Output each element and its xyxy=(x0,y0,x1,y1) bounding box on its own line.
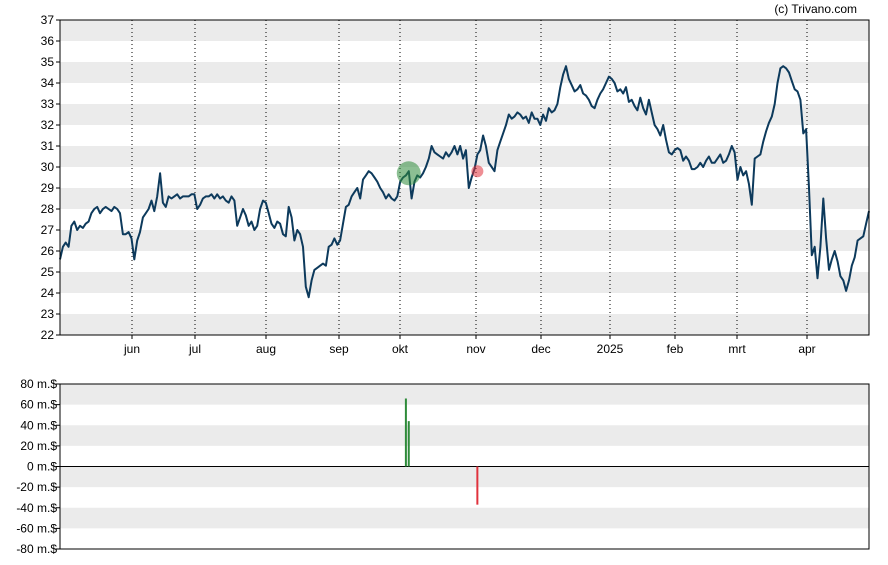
x-tick-label: sep xyxy=(329,342,349,356)
price-band xyxy=(60,314,869,335)
y-tick-label: 28 xyxy=(41,202,55,216)
copyright-text: (c) Trivano.com xyxy=(774,2,857,16)
y-tick-label: 33 xyxy=(41,97,55,111)
x-tick-label: aug xyxy=(256,342,276,356)
y-tick-label: 30 xyxy=(41,160,55,174)
y-tick-label: 23 xyxy=(41,307,55,321)
x-tick-label: mrt xyxy=(728,342,746,356)
price-band xyxy=(60,20,869,41)
x-tick-label: jun xyxy=(123,342,140,356)
x-tick-label: feb xyxy=(667,342,684,356)
price-band xyxy=(60,104,869,125)
y-tick-label: -80 m.$ xyxy=(16,542,57,556)
y-tick-label: 0 m.$ xyxy=(27,460,57,474)
sell-marker xyxy=(471,165,484,178)
y-tick-label: 22 xyxy=(41,328,55,342)
y-tick-label: 20 m.$ xyxy=(20,439,57,453)
y-tick-label: 35 xyxy=(41,55,55,69)
x-tick-label: nov xyxy=(466,342,485,356)
volume-panel-frame xyxy=(59,383,870,550)
price-x-axis: jun jul aug sep okt nov dec 2025 feb mrt apr xyxy=(123,335,816,356)
x-tick-label: apr xyxy=(798,342,815,356)
y-tick-label: 32 xyxy=(41,118,55,132)
y-tick-label: 27 xyxy=(41,223,55,237)
x-tick-label: dec xyxy=(531,342,550,356)
y-tick-label: -60 m.$ xyxy=(16,521,57,535)
price-band xyxy=(60,62,869,83)
y-tick-label: 26 xyxy=(41,244,55,258)
price-background-bands xyxy=(60,20,869,335)
y-tick-label: 29 xyxy=(41,181,55,195)
y-tick-label: -40 m.$ xyxy=(16,501,57,515)
x-tick-label: jul xyxy=(188,342,201,356)
volume-band xyxy=(60,507,869,529)
price-y-axis: 22 23 24 25 26 27 28 29 30 31 32 33 34 35 36 37 xyxy=(41,13,60,342)
x-tick-label: 2025 xyxy=(597,342,624,356)
volume-y-axis: 80 m.$ 60 m.$ 40 m.$ 20 m.$ 0 m.$ -20 m.$ -40 … xyxy=(16,377,60,556)
buy-marker xyxy=(396,161,421,186)
y-tick-label: 25 xyxy=(41,265,55,279)
price-series-line xyxy=(59,65,870,299)
y-tick-label: -20 m.$ xyxy=(16,480,57,494)
price-band xyxy=(60,230,869,251)
y-tick-label: 37 xyxy=(41,13,55,27)
volume-band xyxy=(60,466,869,488)
volume-chart-panel: 80 m.$ 60 m.$ 40 m.$ 20 m.$ 0 m.$ -20 m.$ -40 … xyxy=(16,377,870,556)
volume-background-bands xyxy=(60,384,869,529)
volume-bars xyxy=(404,398,479,505)
y-tick-label: 34 xyxy=(41,76,55,90)
y-tick-label: 24 xyxy=(41,286,55,300)
trade-markers xyxy=(396,161,484,186)
y-tick-label: 80 m.$ xyxy=(20,377,57,391)
volume-band xyxy=(60,425,869,446)
y-tick-label: 31 xyxy=(41,139,55,153)
volume-band xyxy=(60,384,869,405)
y-tick-label: 60 m.$ xyxy=(20,398,57,412)
y-tick-label: 40 m.$ xyxy=(20,418,57,432)
price-month-gridlines xyxy=(131,20,808,335)
x-tick-label: okt xyxy=(392,342,409,356)
price-chart-panel: 22 23 24 25 26 27 28 29 30 31 32 33 34 35 36 37 jun jul a… xyxy=(41,13,870,356)
price-band xyxy=(60,272,869,293)
y-tick-label: 36 xyxy=(41,34,55,48)
price-panel-frame xyxy=(59,19,870,336)
